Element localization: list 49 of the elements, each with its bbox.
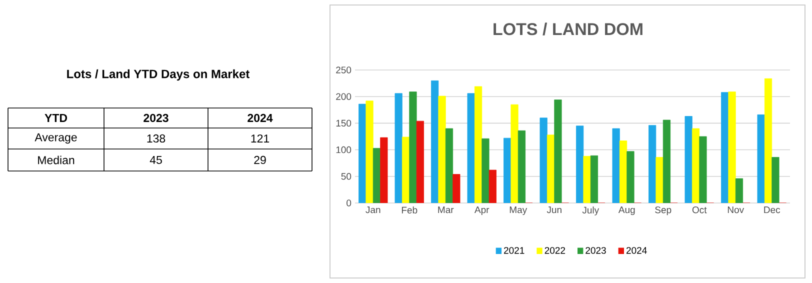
bar	[452, 174, 460, 203]
text: Lots / Land YTD Days on Market	[67, 69, 250, 81]
bar	[409, 92, 417, 203]
data-label: 45	[150, 156, 162, 164]
x-tick-label: Oct	[692, 206, 707, 214]
bar	[626, 151, 634, 203]
text: YTD	[44, 114, 68, 122]
bar	[445, 128, 454, 203]
x-tick-label: July	[582, 206, 600, 216]
data-label: 29	[254, 156, 266, 164]
bar	[372, 148, 381, 203]
x-tick-label: Nov	[728, 206, 744, 214]
y-tick-label: 150	[336, 120, 352, 127]
x-tick-label: May	[510, 206, 528, 216]
bar	[554, 100, 562, 203]
y-tick-label: 100	[336, 146, 352, 154]
bar	[518, 130, 526, 203]
x-tick-label: Sep	[655, 206, 672, 216]
y-tick-label: 200	[336, 93, 352, 100]
x-tick-label: Mar	[438, 206, 454, 214]
bar	[488, 170, 496, 203]
bar	[772, 157, 780, 203]
bar	[662, 120, 671, 203]
x-tick-label: Dec	[764, 206, 780, 214]
x-tick-label: Aug	[618, 206, 635, 216]
x-tick-label: Feb	[402, 206, 418, 214]
legend-label: 2021	[504, 247, 524, 254]
legend-label: 2023	[586, 247, 606, 254]
bar	[699, 136, 707, 203]
bar	[735, 178, 744, 203]
chart-title: LOTS / LAND DOM	[494, 22, 642, 36]
data-label: 121	[251, 134, 270, 143]
y-tick-label: 50	[341, 173, 352, 180]
text: 2024	[248, 114, 273, 122]
category-label: Median	[38, 156, 74, 164]
text: 2023	[144, 114, 168, 122]
x-tick-label: Jun	[546, 206, 562, 214]
bar	[482, 138, 490, 203]
x-tick-label: Jan	[366, 206, 380, 214]
bar	[590, 155, 598, 203]
data-label: 138	[147, 134, 166, 143]
legend-label: 2022	[544, 247, 566, 254]
x-tick-label: Apr	[474, 206, 490, 216]
category-label: Average	[34, 133, 77, 144]
y-tick-label: 250	[336, 66, 352, 74]
bar	[416, 120, 424, 203]
legend-label: 2024	[626, 247, 647, 254]
bar	[380, 137, 388, 203]
y-tick-label: 0	[346, 200, 352, 206]
